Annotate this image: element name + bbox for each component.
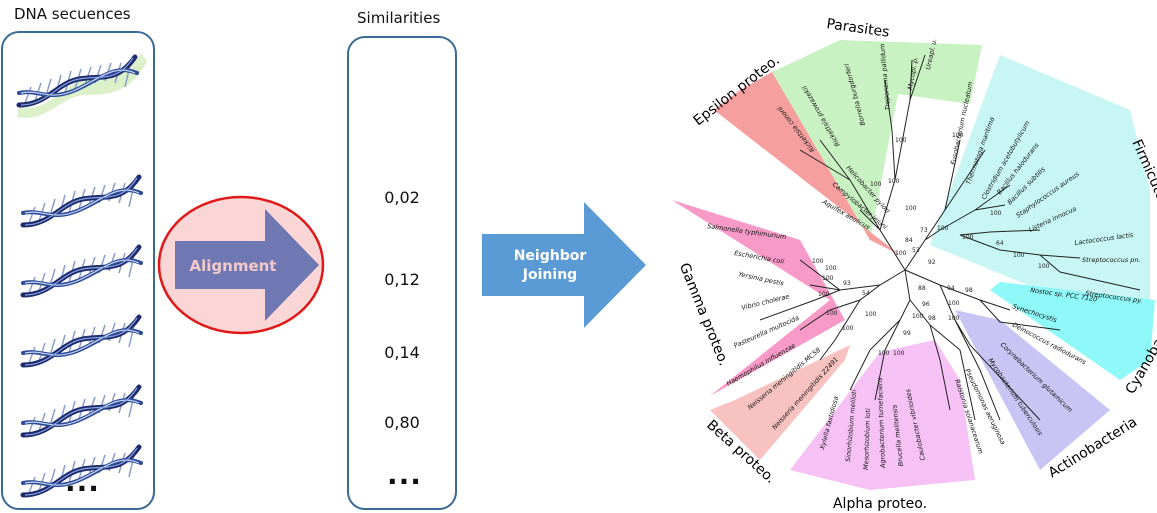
neighbor-joining-arrow — [482, 202, 646, 328]
clade-wedge-beta — [710, 345, 850, 460]
taxon-label: Agrobacterium tumefaciens — [876, 377, 887, 469]
taxon-label: Yersinia pestis — [738, 270, 786, 288]
clade-wedge-cyanobacteria — [990, 282, 1155, 380]
neighbor-joining-step: Neighbor Joining — [482, 202, 646, 328]
alignment-step: Alignment — [157, 195, 325, 335]
bootstrap-value: 100 — [948, 300, 960, 307]
bootstrap-value: 100 — [822, 275, 834, 282]
bootstrap-value: 92 — [928, 259, 936, 266]
bootstrap-value: 73 — [920, 227, 928, 234]
bootstrap-value: 100 — [990, 210, 1002, 217]
clade-wedge-parasites — [772, 40, 982, 240]
dna-double-helix-icon — [17, 53, 147, 118]
bootstrap-value: 100 — [825, 265, 837, 272]
clade-label-alpha: Alpha proteo. — [833, 496, 927, 512]
bootstrap-value: 88 — [918, 285, 926, 292]
bootstrap-value: 100 — [812, 258, 824, 265]
bootstrap-value: 100 — [818, 291, 830, 298]
dna-double-helix-icon — [23, 247, 141, 295]
similarity-value: 0,14 — [384, 343, 420, 362]
clade-label-parasites: Parasites — [825, 16, 890, 41]
bootstrap-value: 53 — [912, 247, 920, 254]
bootstrap-value: 100 — [895, 137, 907, 144]
taxon-label: Streptococcus pn. — [1082, 256, 1141, 264]
bootstrap-value: 100 — [905, 205, 917, 212]
dna-ellipsis: ... — [65, 465, 100, 498]
clade-wedge-gamma — [672, 200, 845, 396]
bootstrap-value: 100 — [865, 311, 877, 318]
bootstrap-value: 100 — [962, 234, 974, 241]
clade-wedge-alpha — [790, 340, 975, 490]
bootstrap-value: 98 — [928, 315, 936, 322]
bootstrap-value: 54 — [862, 290, 870, 297]
similarity-value: 0,12 — [384, 270, 420, 289]
bootstrap-value: 100 — [826, 310, 838, 317]
bootstrap-value: 64 — [996, 240, 1004, 247]
bootstrap-value: 96 — [922, 301, 930, 308]
dna-sequences-panel: ... — [1, 31, 155, 510]
bootstrap-value: 100 — [895, 250, 907, 257]
bootstrap-value: 100 — [1038, 263, 1050, 270]
bootstrap-value: 100 — [952, 132, 964, 139]
bootstrap-value: 100 — [912, 313, 924, 320]
bootstrap-value: 93 — [843, 280, 851, 287]
bootstrap-value: 100 — [893, 350, 905, 357]
bootstrap-value: 100 — [842, 325, 854, 332]
dna-double-helix-icon — [23, 177, 141, 225]
taxon-label: Mesorhizobium loti — [862, 408, 872, 470]
tree-branches — [759, 54, 1141, 421]
bootstrap-value: 100 — [948, 315, 960, 322]
alignment-label: Alignment — [190, 257, 277, 275]
bootstrap-value: 94 — [947, 285, 955, 292]
bootstrap-value: 100 — [937, 225, 949, 232]
clade-wedge-epsilon — [714, 72, 900, 255]
bootstrap-value: 100 — [870, 181, 882, 188]
clade-label-gamma: Gamma proteo. — [676, 261, 732, 369]
dna-sequences-title: DNA secuences — [14, 5, 131, 23]
similarities-ellipsis: ... — [387, 458, 422, 491]
taxon-label: Vibrio cholerae — [741, 292, 791, 312]
bootstrap-value: 98 — [965, 287, 973, 294]
similarities-title: Similarities — [357, 9, 441, 27]
bootstrap-value: 100 — [1013, 252, 1025, 259]
alignment-arrow — [175, 209, 319, 321]
similarities-panel: 0,02 0,12 0,14 0,80 ... — [347, 36, 457, 510]
clade-wedge-firmicutes — [930, 55, 1150, 300]
clade-wedge-actinobacteria — [955, 310, 1110, 470]
phylogenetic-tree: Parasites Epsilon proteo. Firmicutes Gam… — [672, 16, 1157, 512]
dna-double-helix-icon — [23, 387, 141, 435]
dna-sequences-icons — [3, 53, 147, 508]
bootstrap-value: 84 — [905, 237, 913, 244]
similarity-value: 0,80 — [384, 413, 420, 432]
neighbor-joining-label-line2: Joining — [522, 267, 577, 283]
similarity-value: 0,02 — [384, 188, 420, 207]
bootstrap-value: 99 — [903, 330, 911, 337]
neighbor-joining-label-line1: Neighbor — [514, 248, 587, 264]
bootstrap-value: 100 — [888, 178, 900, 185]
dna-double-helix-icon — [23, 317, 141, 365]
bootstrap-value: 100 — [878, 350, 890, 357]
